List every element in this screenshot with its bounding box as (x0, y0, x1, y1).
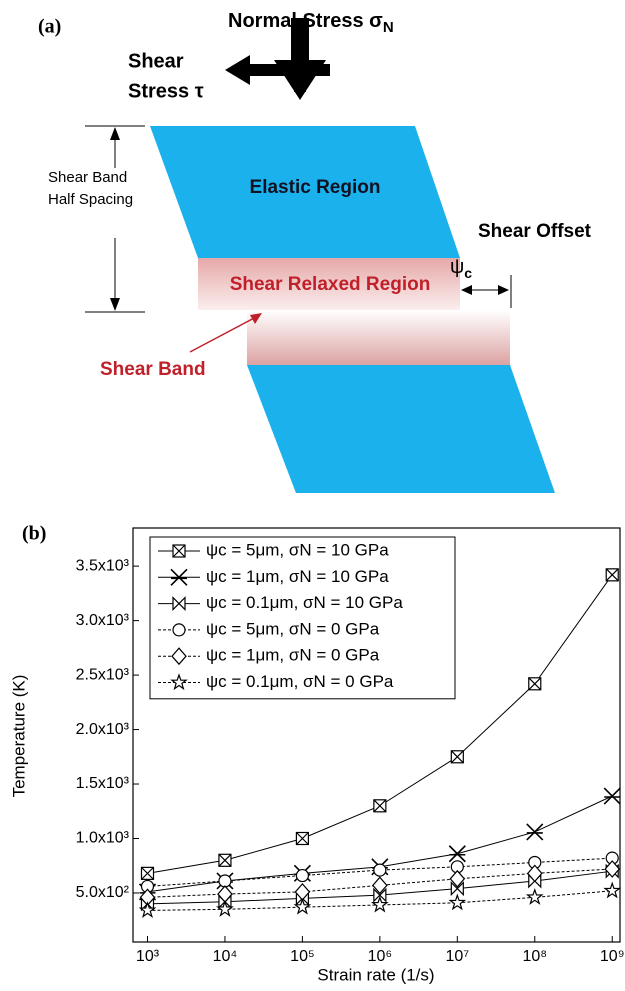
shear-stress-label: Stress τ (128, 80, 204, 102)
marker (296, 833, 308, 845)
marker (449, 846, 465, 862)
x-tick-label: 10⁴ (213, 948, 238, 965)
shear-offset-label: Shear Offset (478, 221, 592, 242)
marker (296, 870, 308, 882)
marker-shape (605, 883, 619, 897)
half-spacing-label: Shear Band (48, 169, 127, 186)
marker-shape (449, 846, 465, 862)
marker (606, 569, 618, 581)
marker-shape (173, 624, 185, 636)
x-tick-label: 10³ (136, 948, 160, 965)
y-tick-label: 1.0x10³ (76, 830, 130, 847)
symbol: ψ (450, 256, 464, 278)
marker (527, 824, 543, 840)
subscript: N (383, 19, 394, 36)
x-tick-label: 10⁶ (368, 948, 392, 965)
panel-label: (a) (38, 16, 61, 38)
shear-band-shape (247, 310, 510, 365)
y-axis-label: Temperature (K) (9, 675, 28, 798)
figure: (a) Normal Stress σN Shear Stress τ Shea… (0, 0, 625, 986)
marker-shape (374, 864, 386, 876)
panel-label: (b) (22, 523, 46, 545)
x-tick-label: 10⁷ (446, 948, 470, 965)
marker (141, 867, 153, 879)
x-tick-label: 10⁸ (522, 948, 547, 965)
marker (173, 545, 185, 557)
x-tick-label: 10⁹ (600, 948, 625, 965)
marker (450, 895, 464, 909)
x-tick-label: 10⁵ (290, 948, 314, 965)
y-tick-label: 5.0x10² (76, 884, 130, 901)
legend-label: ψc = 5μm, σN = 0 GPa (206, 619, 380, 638)
marker (528, 890, 542, 904)
chart: (b) Temperature (K) Strain rate (1/s) 5.… (9, 523, 624, 985)
marker-shape (528, 890, 542, 904)
legend-label: ψc = 5μm, σN = 10 GPa (206, 540, 389, 559)
half-spacing-label: Half Spacing (48, 191, 133, 208)
x-axis-label: Strain rate (1/s) (317, 965, 434, 984)
y-tick-label: 3.5x10³ (76, 557, 130, 574)
y-tick-label: 2.5x10³ (76, 666, 130, 683)
legend-label: ψc = 1μm, σN = 10 GPa (206, 567, 389, 586)
legend-label: ψc = 0.1μm, σN = 10 GPa (206, 593, 403, 612)
marker (173, 624, 185, 636)
marker (529, 678, 541, 690)
shear-arrow (225, 55, 330, 85)
subscript: c (464, 265, 472, 281)
marker-shape (527, 824, 543, 840)
marker (605, 883, 619, 897)
shear-stress-label: Shear (128, 50, 184, 72)
marker-shape (450, 895, 464, 909)
y-tick-label: 3.0x10³ (76, 612, 130, 629)
y-tick-label: 2.0x10³ (76, 721, 130, 738)
diagram: (a) Normal Stress σN Shear Stress τ Shea… (38, 10, 592, 493)
elastic-region-label: Elastic Region (250, 177, 381, 198)
relaxed-region-label: Shear Relaxed Region (230, 274, 431, 295)
offset-symbol: ψc (450, 256, 472, 280)
marker (219, 854, 231, 866)
marker (604, 788, 620, 804)
marker (374, 864, 386, 876)
shear-band-label: Shear Band (100, 359, 206, 380)
marker (374, 800, 386, 812)
normal-stress-label: Normal Stress σN (228, 10, 394, 36)
legend-label: ψc = 1μm, σN = 0 GPa (206, 646, 380, 665)
lower-elastic-shape (247, 365, 555, 493)
y-tick-label: 1.5x10³ (76, 775, 130, 792)
marker-shape (604, 788, 620, 804)
legend-label: ψc = 0.1μm, σN = 0 GPa (206, 672, 394, 691)
marker-shape (296, 870, 308, 882)
marker (451, 751, 463, 763)
